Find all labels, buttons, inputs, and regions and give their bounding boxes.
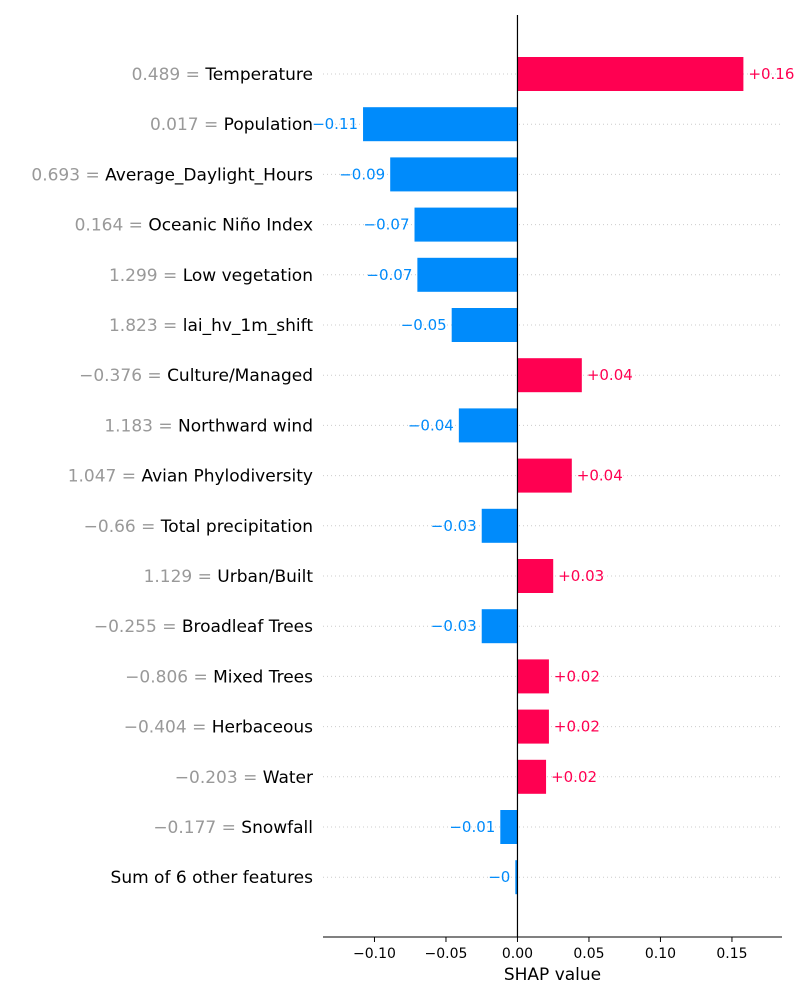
feature-value: 1.299 = [109, 266, 183, 286]
feature-value: 0.017 = [150, 115, 224, 135]
x-axis: −0.10 −0.05 0.00 0.05 0.10 0.15 [323, 15, 782, 962]
feature-value: −0.203 = [175, 768, 263, 788]
feature-value: 1.183 = [104, 416, 178, 436]
feature-name: Sum of 6 other features [111, 868, 314, 888]
feature-label: 0.017 = Population [150, 115, 313, 135]
feature-value: −0.255 = [94, 617, 182, 637]
feature-name: Water [263, 768, 313, 788]
feature-label: −0.404 = Herbaceous [124, 718, 313, 738]
feature-value: 1.129 = [144, 567, 218, 587]
bar [517, 659, 549, 694]
bar-value-label: +0.02 [554, 718, 600, 736]
feature-label: 1.047 = Avian Phylodiversity [68, 467, 313, 487]
feature-name: Broadleaf Trees [182, 617, 313, 637]
feature-value: −0.66 = [84, 517, 161, 537]
bar-value-label: +0.04 [587, 366, 633, 384]
feature-name: Urban/Built [217, 567, 313, 587]
feature-label: 1.823 = lai_hv_1m_shift [109, 316, 313, 336]
bar [458, 408, 518, 443]
bar [481, 508, 518, 543]
feature-label: 1.299 = Low vegetation [109, 266, 313, 286]
bar [517, 458, 572, 493]
feature-label: −0.203 = Water [175, 768, 313, 788]
bar-value-label: +0.03 [558, 567, 604, 585]
feature-name: Total precipitation [160, 517, 313, 537]
bar [517, 559, 554, 593]
feature-name: Mixed Trees [213, 667, 313, 687]
feature-name: Oceanic Niño Index [148, 216, 313, 236]
bar-value-label: −0.11 [312, 115, 358, 133]
bar-value-label: −0.03 [431, 617, 477, 635]
feature-label: −0.255 = Broadleaf Trees [94, 617, 313, 637]
bar-value-label: −0.09 [339, 165, 385, 183]
bar [414, 207, 518, 242]
x-tick-label: −0.10 [353, 946, 396, 962]
feature-label: −0.66 = Total precipitation [84, 517, 313, 537]
feature-value: 0.489 = [132, 65, 206, 85]
feature-label: −0.177 = Snowfall [153, 818, 313, 838]
bar-value-label: −0.03 [431, 517, 477, 535]
feature-name: Low vegetation [183, 266, 313, 286]
bar [515, 860, 518, 895]
bar-value-label: +0.04 [577, 467, 623, 485]
feature-value: −0.376 = [79, 366, 167, 386]
feature-name: Culture/Managed [167, 366, 313, 386]
bar [417, 257, 518, 292]
x-tick-label: 0.05 [573, 946, 604, 962]
bar-value-label: +0.02 [554, 667, 600, 685]
bar [517, 759, 547, 794]
feature-name: Herbaceous [212, 718, 313, 738]
feature-label: 0.164 = Oceanic Niño Index [75, 216, 313, 236]
bar-value-label: −0.05 [401, 316, 447, 334]
feature-value: 1.823 = [109, 316, 183, 336]
x-tick-label: 0.15 [716, 946, 747, 962]
feature-labels: +0.160.489 = Temperature−0.110.017 = Pop… [31, 65, 794, 888]
bar [517, 709, 549, 744]
feature-name: Avian Phylodiversity [141, 467, 313, 487]
bar-value-label: +0.02 [551, 768, 597, 786]
feature-label: 0.693 = Average_Daylight_Hours [31, 165, 313, 185]
feature-value: 0.693 = [31, 165, 105, 185]
feature-label: −0.806 = Mixed Trees [125, 667, 313, 687]
feature-value: −0.806 = [125, 667, 213, 687]
x-tick-label: 0.10 [645, 946, 676, 962]
x-tick-label: 0.00 [502, 946, 533, 962]
feature-name: Average_Daylight_Hours [105, 165, 313, 185]
feature-value: −0.177 = [153, 818, 241, 838]
feature-label: Sum of 6 other features [111, 868, 314, 888]
bar [363, 107, 518, 142]
bar [517, 358, 582, 393]
feature-name: Temperature [204, 65, 313, 85]
bar [390, 157, 518, 192]
feature-label: 1.129 = Urban/Built [144, 567, 314, 587]
bar [481, 609, 518, 644]
bar [517, 57, 744, 91]
feature-label: 0.489 = Temperature [132, 65, 313, 85]
x-axis-title: SHAP value [504, 965, 601, 985]
feature-value: 0.164 = [75, 216, 149, 236]
feature-name: Population [224, 115, 313, 135]
bar [500, 810, 518, 844]
feature-label: 1.183 = Northward wind [104, 416, 313, 436]
feature-name: Snowfall [241, 818, 313, 838]
bar-value-label: −0.07 [364, 216, 410, 234]
bar-value-label: −0.07 [366, 266, 412, 284]
x-tick-label: −0.05 [425, 946, 468, 962]
bar-value-label: −0 [488, 868, 510, 886]
bars [363, 57, 744, 895]
feature-value: −0.404 = [124, 718, 212, 738]
bar-value-label: −0.04 [408, 416, 454, 434]
feature-label: −0.376 = Culture/Managed [79, 366, 313, 386]
feature-name: Northward wind [178, 416, 313, 436]
feature-name: lai_hv_1m_shift [183, 316, 314, 336]
bar [451, 308, 518, 342]
feature-value: 1.047 = [68, 467, 142, 487]
bar-value-label: −0.01 [449, 818, 495, 836]
bar-value-label: +0.16 [748, 65, 794, 83]
